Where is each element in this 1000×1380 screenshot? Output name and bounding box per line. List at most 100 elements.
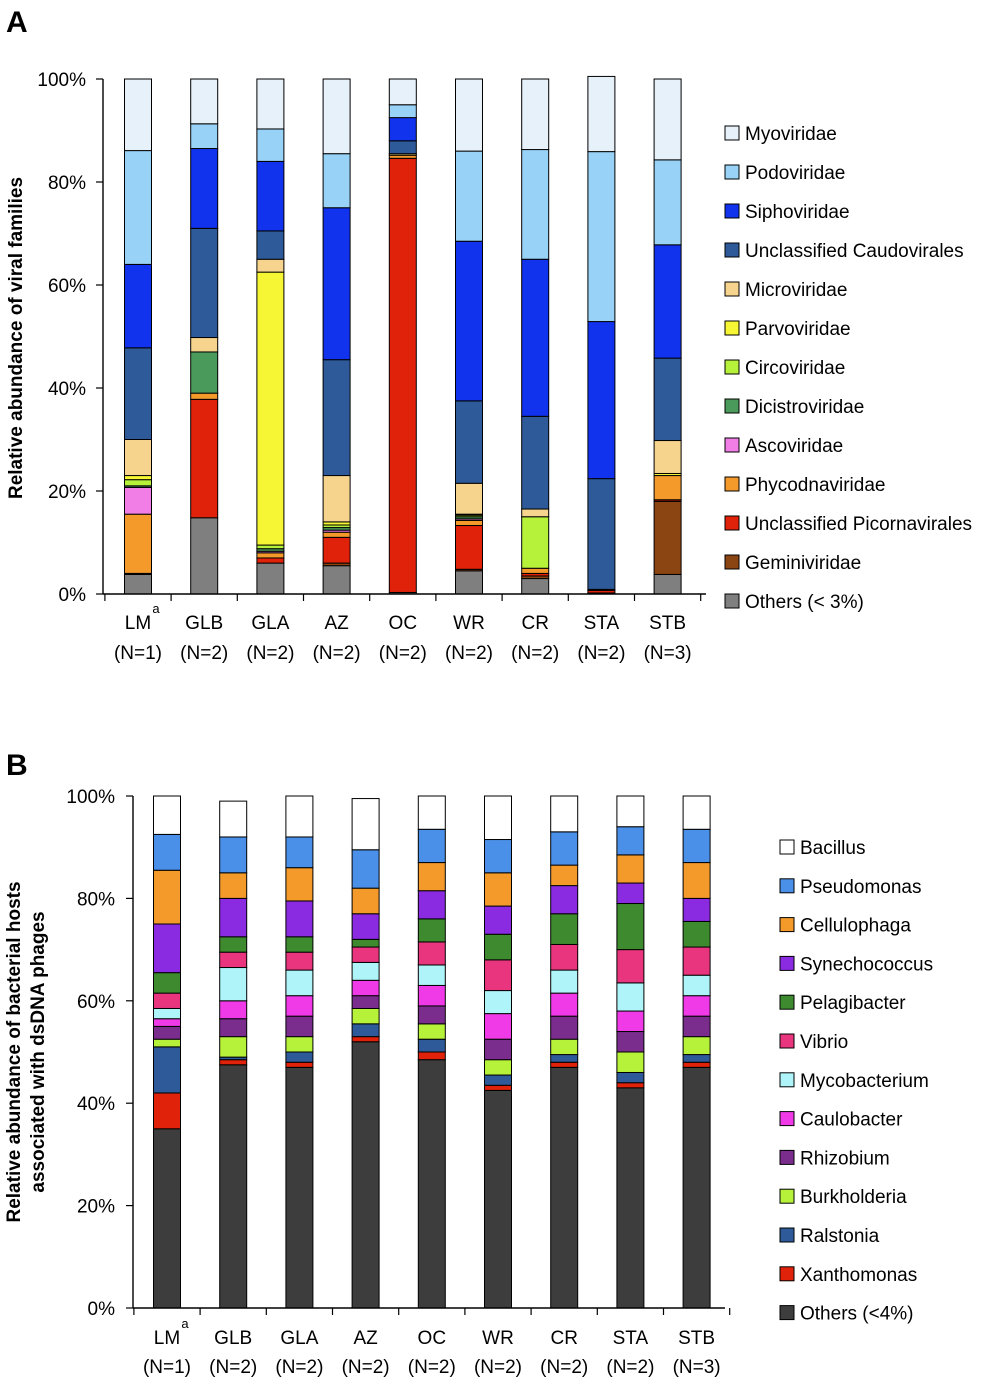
panel-b-x-tick-sample-size: (N=2) bbox=[540, 1357, 588, 1378]
panel-b-bar-segment-xanthomonas-sta bbox=[616, 1082, 645, 1089]
panel-a-bar-segment-podoviridae-gla bbox=[256, 128, 285, 162]
panel-a-legend-label: Podoviridae bbox=[745, 163, 845, 184]
panel-b-bar-segment-caulobacter-stb bbox=[682, 995, 711, 1017]
panel-a-x-tick-label: STB bbox=[649, 613, 686, 634]
panel-a-legend-swatch bbox=[724, 242, 740, 258]
panel-b-bar-segment-xanthomonas-wr bbox=[484, 1084, 512, 1091]
panel-b-bar-segment-rhizobium-wr bbox=[484, 1038, 512, 1061]
panel-b-bar-segment-pseudomonas-az bbox=[351, 849, 380, 889]
panel-a-bar-segment-circoviridae-lm bbox=[124, 479, 152, 487]
panel-a-legend-swatch bbox=[724, 398, 740, 414]
panel-b-y-tick-label: 100% bbox=[66, 787, 115, 808]
panel-b-bar-segment-vibrio-az bbox=[351, 946, 380, 963]
panel-a-legend-swatch bbox=[724, 515, 740, 531]
panel-b-x-tick-label: STA bbox=[613, 1328, 649, 1349]
panel-a-bar-segment-unclassified-picornavirales-glb bbox=[190, 398, 219, 519]
panel-b-legend-label: Pseudomonas bbox=[800, 877, 921, 898]
panel-a-y-tick-label: 20% bbox=[48, 482, 86, 503]
panel-b-bar-segment-burkholderia-lm bbox=[153, 1038, 181, 1048]
panel-b-bar-segment-burkholderia-sta bbox=[616, 1051, 645, 1073]
panel-b-x-tick-sample-size: (N=2) bbox=[209, 1357, 257, 1378]
panel-a-bar-segment-myoviridae-lm bbox=[124, 78, 152, 152]
panel-b-bar-segment-pelagibacter-glb bbox=[219, 936, 248, 953]
panel-a-bar-segment-siphoviridae-lm bbox=[124, 263, 152, 349]
panel-b-bar-segment-rhizobium-glb bbox=[219, 1018, 248, 1038]
panel-a-bar-segment-myoviridae-stb bbox=[653, 78, 682, 161]
panel-b-y-tick-label: 80% bbox=[77, 889, 115, 910]
panel-a-bar-segment-phycodnaviridae-az bbox=[322, 531, 351, 538]
panel-b-bar-segment-xanthomonas-az bbox=[351, 1036, 380, 1043]
panel-b-bar-segment-caulobacter-cr bbox=[550, 992, 579, 1017]
panel-b-bar-segment-pelagibacter-lm bbox=[153, 972, 181, 994]
panel-a-bar-segment-myoviridae-sta bbox=[587, 75, 616, 153]
panel-b-bar-segment-burkholderia-az bbox=[351, 1007, 380, 1025]
panel-b-y-axis-label-line-2: associated with dsDNA phages bbox=[28, 911, 49, 1192]
panel-b-bar-segment-caulobacter-lm bbox=[153, 1018, 181, 1027]
panel-a-x-tick-sample-size: (N=2) bbox=[246, 643, 294, 664]
panel-a-y-ticks: 0% 20% 40% 60% 80% 100% bbox=[37, 70, 103, 606]
panel-b-legend-label: Synechococcus bbox=[800, 954, 933, 975]
panel-b-legend-swatch bbox=[779, 839, 795, 855]
panel-b-bar-segment-mycobacterium-oc bbox=[417, 964, 446, 986]
panel-b-bar-segment-pseudomonas-stb bbox=[682, 828, 711, 864]
panel-b-bar-segment-ralstonia-az bbox=[351, 1023, 380, 1038]
panel-a: A Relative abundance of viral families 0… bbox=[6, 6, 972, 664]
panel-b-legend-label: Others (<4%) bbox=[800, 1304, 914, 1325]
panel-b-legend-swatch bbox=[779, 1111, 795, 1127]
panel-b-bar-segment-burkholderia-oc bbox=[417, 1023, 446, 1040]
panel-b-bar-segment-vibrio-sta bbox=[616, 949, 645, 984]
panel-a-bar-segment-phycodnaviridae-wr bbox=[455, 519, 483, 527]
panel-b-bar-segment-others-4-az bbox=[351, 1041, 380, 1309]
panel-b-bar-segment-synechococcus-stb bbox=[682, 897, 711, 922]
panel-a-legend-swatch bbox=[724, 593, 740, 609]
panel-b-bar-segment-cellulophaga-lm bbox=[153, 869, 181, 925]
panel-a-bar-segment-dicistroviridae-glb bbox=[190, 351, 219, 394]
panel-a-legend-swatch bbox=[724, 125, 740, 141]
panel-b-legend-swatch bbox=[779, 878, 795, 894]
panel-b-legend-label: Caulobacter bbox=[800, 1110, 903, 1131]
panel-a-x-tick-label: WR bbox=[453, 613, 485, 634]
panel-b-bar-segment-pelagibacter-sta bbox=[616, 903, 645, 951]
panel-a-bar-segment-parvoviridae-gla bbox=[256, 271, 285, 546]
panel-b-y-tick-label: 0% bbox=[88, 1299, 116, 1320]
panel-a-x-tick-sample-size: (N=2) bbox=[180, 643, 228, 664]
panel-a-bar-segment-unclassified-picornavirales-wr bbox=[455, 525, 483, 570]
panel-b-x-tick-sample-size: (N=2) bbox=[606, 1357, 654, 1378]
panel-a-bar-segment-parvoviridae-lm bbox=[124, 475, 152, 481]
panel-a-y-tick-label: 40% bbox=[48, 379, 86, 400]
panel-a-legend-swatch bbox=[724, 320, 740, 336]
panel-a-legend-label: Geminiviridae bbox=[745, 553, 861, 574]
panel-b-legend-swatch bbox=[779, 1072, 795, 1088]
panel-a-bar-segment-others-3-cr bbox=[521, 578, 550, 595]
panel-a-legend-label: Ascoviridae bbox=[745, 436, 843, 457]
panel-a-bar-segment-microviridae-glb bbox=[190, 337, 219, 353]
panel-a-bar-segment-myoviridae-az bbox=[322, 78, 351, 155]
panel-a-bar-segment-myoviridae-gla bbox=[256, 78, 285, 130]
panel-a-bar-segment-unclassified-picornavirales-az bbox=[322, 536, 351, 564]
panel-a-bar-segment-others-3-glb bbox=[190, 517, 219, 595]
panel-a-bar-segment-siphoviridae-sta bbox=[587, 321, 616, 480]
panel-a-bar-segment-microviridae-wr bbox=[455, 482, 483, 515]
panel-a-bar-segment-myoviridae-glb bbox=[190, 78, 219, 125]
panel-a-x-tick-labels: LMa (N=1) GLB (N=2) GLA (N=2) AZ (N=2) OC (N=2) WR… bbox=[114, 601, 692, 664]
panel-a-bar-segment-siphoviridae-wr bbox=[455, 240, 483, 402]
panel-b-bar-segment-mycobacterium-gla bbox=[285, 969, 314, 997]
panel-b-bar-segment-mycobacterium-sta bbox=[616, 982, 645, 1012]
panel-b-bar-segment-others-4-lm bbox=[153, 1128, 181, 1309]
panel-b-bar-segment-synechococcus-gla bbox=[285, 900, 314, 938]
panel-a-bar-segment-circoviridae-cr bbox=[521, 516, 550, 569]
panel-b-bar-segment-synechococcus-lm bbox=[153, 923, 181, 974]
panel-b-legend-label: Xanthomonas bbox=[800, 1265, 917, 1286]
panel-b-bar-segment-mycobacterium-lm bbox=[153, 1007, 181, 1020]
panel-b-bar-segment-burkholderia-wr bbox=[484, 1059, 512, 1076]
panel-a-bar-segment-siphoviridae-gla bbox=[256, 160, 285, 232]
panel-b-bar-segment-ralstonia-cr bbox=[550, 1054, 579, 1063]
panel-b-x-tick-sample-size: (N=2) bbox=[474, 1357, 522, 1378]
panel-a-y-tick-label: 80% bbox=[48, 173, 86, 194]
panel-a-x-tick-label: GLB bbox=[185, 613, 223, 634]
panel-a-x-tick-sample-size: (N=2) bbox=[445, 643, 493, 664]
panel-b-bars bbox=[153, 795, 711, 1309]
panel-a-letter: A bbox=[6, 6, 28, 39]
panel-b-bar-segment-xanthomonas-lm bbox=[153, 1092, 181, 1130]
